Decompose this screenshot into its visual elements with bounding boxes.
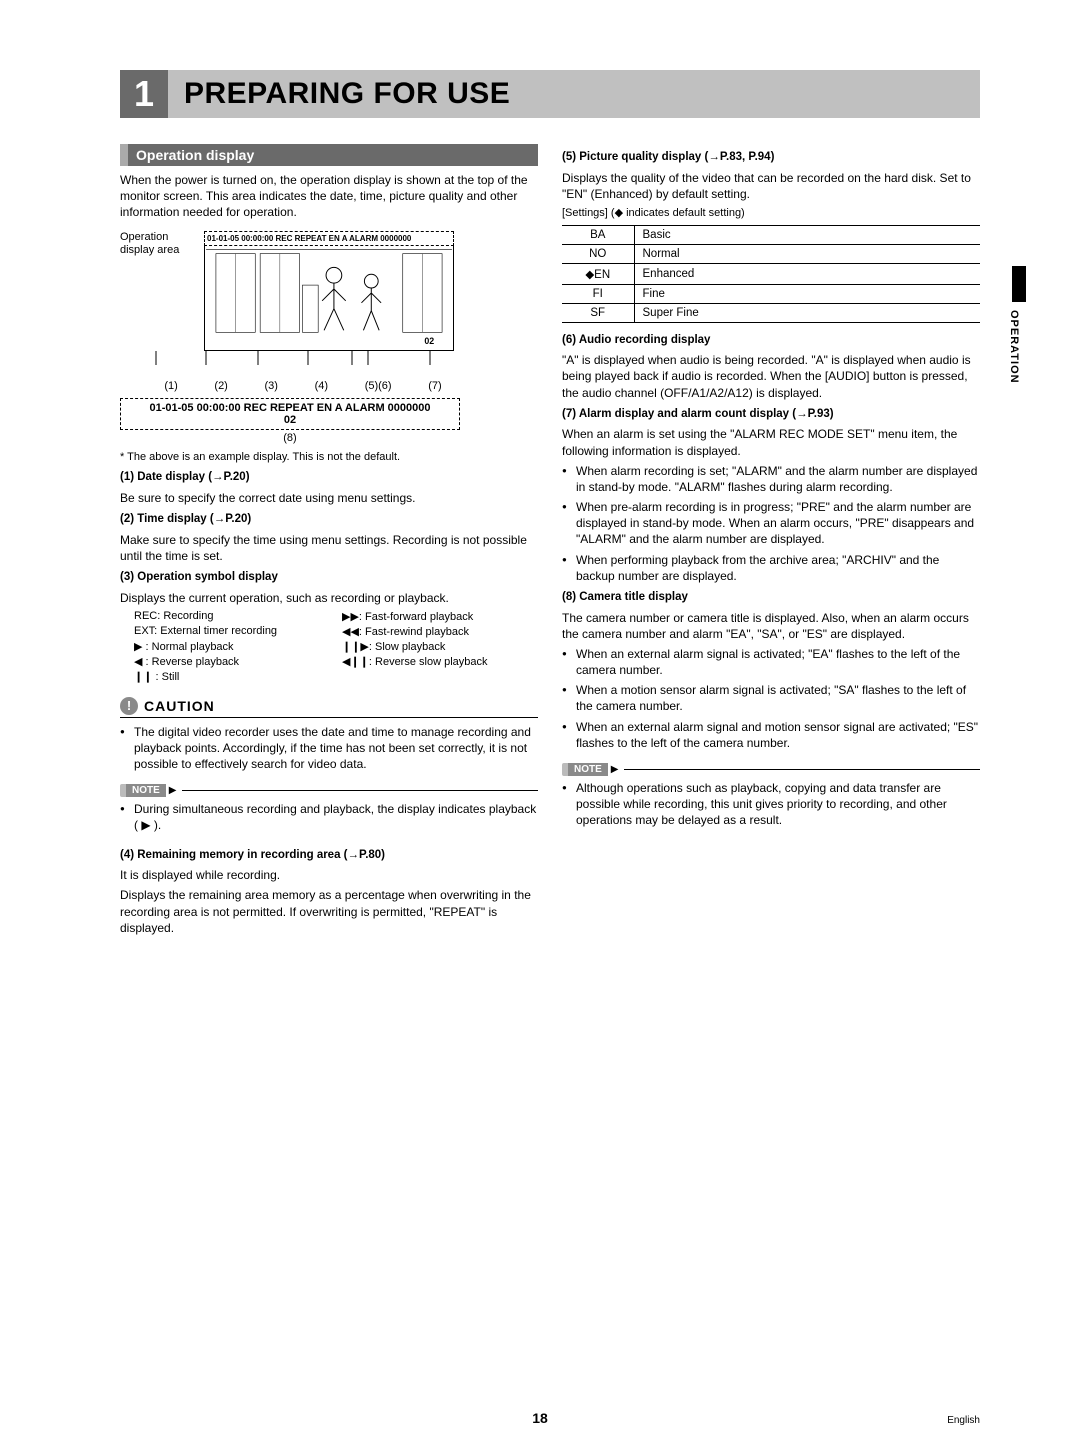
sym-a3: ▶ : Normal playback (134, 640, 330, 653)
item8-b3: When an external alarm signal and motion… (576, 719, 980, 751)
note-badge: NOTE (120, 784, 166, 797)
note-rule (182, 790, 538, 791)
index-row: (1) (2) (3) (4) (5)(6) (7) (120, 380, 460, 392)
note-header-right: NOTE ▶ (562, 763, 980, 776)
table-row: ◆ENEnhanced (562, 263, 980, 284)
note-item-right: Although operations such as playback, co… (576, 780, 980, 829)
cell-desc: Fine (634, 284, 980, 303)
note-arrow-icon: ▶ (611, 764, 619, 775)
cell-desc: Normal (634, 244, 980, 263)
page-header: 1 PREPARING FOR USE (120, 70, 980, 118)
note-rule (624, 769, 980, 770)
item2-text: Make sure to specify the time using menu… (120, 532, 538, 564)
svg-text:02: 02 (424, 336, 434, 346)
item4-head: (4) Remaining memory in recording area (… (120, 848, 538, 864)
content-columns: Operation display When the power is turn… (120, 144, 980, 940)
page-language: English (947, 1415, 980, 1426)
idx-7: (7) (428, 380, 441, 392)
cell-desc: Super Fine (634, 303, 980, 322)
item4-text2: Displays the remaining area memory as a … (120, 887, 538, 936)
note-badge: NOTE (562, 763, 608, 776)
note-arrow-icon: ▶ (169, 785, 177, 796)
cell-code: BA (562, 225, 634, 244)
note-list-right: Although operations such as playback, co… (562, 780, 980, 829)
item1-text: Be sure to specify the correct date usin… (120, 490, 538, 506)
cell-code: SF (562, 303, 634, 322)
table-row: FIFine (562, 284, 980, 303)
idx-8: (8) (120, 432, 460, 444)
chapter-number: 1 (120, 70, 168, 118)
cell-code: NO (562, 244, 634, 263)
sym-a1: REC: Recording (134, 610, 330, 623)
item5-text: Displays the quality of the video that c… (562, 170, 980, 202)
overlay-text: 01-01-05 00:00:00 REC REPEAT EN A ALARM … (204, 231, 454, 246)
sym-b2: ◀◀: Fast-rewind playback (342, 625, 538, 638)
display-sample: 01-01-05 00:00:00 REC REPEAT EN A ALARM … (120, 398, 460, 430)
settings-label: [Settings] (◆ indicates default setting) (562, 206, 980, 221)
item2-head: (2) Time display (→P.20) (120, 512, 538, 528)
idx-2: (2) (214, 380, 227, 392)
note-header-left: NOTE ▶ (120, 784, 538, 797)
right-column: (5) Picture quality display (→P.83, P.94… (562, 144, 980, 940)
chapter-title: PREPARING FOR USE (168, 70, 980, 118)
item7-text: When an alarm is set using the "ALARM RE… (562, 426, 980, 458)
scene-illustration: 02 (204, 231, 454, 351)
caution-list: The digital video recorder uses the date… (120, 724, 538, 773)
intro-text: When the power is turned on, the operati… (120, 172, 538, 221)
caution-header: ! CAUTION (120, 697, 538, 718)
sym-a2: EXT: External timer recording (134, 625, 330, 638)
item7-b1: When alarm recording is set; "ALARM" and… (576, 463, 980, 495)
item6-head: (6) Audio recording display (562, 333, 980, 349)
item4-text1: It is displayed while recording. (120, 867, 538, 883)
left-column: Operation display When the power is turn… (120, 144, 538, 940)
caution-title: CAUTION (144, 698, 215, 714)
callout-lines (150, 351, 470, 373)
sym-b3: ❙❙▶: Slow playback (342, 640, 538, 653)
caution-item: The digital video recorder uses the date… (134, 724, 538, 773)
item7-head: (7) Alarm display and alarm count displa… (562, 407, 980, 423)
table-row: BABasic (562, 225, 980, 244)
note-list-left: During simultaneous recording and playba… (120, 801, 538, 833)
item8-head: (8) Camera title display (562, 590, 980, 606)
item8-list: When an external alarm signal is activat… (562, 646, 980, 751)
diagram: Operation display area 01-01-05 00:00:00… (120, 231, 538, 444)
item5-head: (5) Picture quality display (→P.83, P.94… (562, 150, 980, 166)
item8-b1: When an external alarm signal is activat… (576, 646, 980, 678)
sym-b4: ◀❙❙: Reverse slow playback (342, 655, 538, 668)
symbol-grid: REC: Recording ▶▶: Fast-forward playback… (134, 610, 538, 683)
display-line1: 01-01-05 00:00:00 REC REPEAT EN A ALARM … (125, 402, 455, 414)
cell-code: ◆EN (562, 263, 634, 284)
caution-icon: ! (120, 697, 138, 715)
idx-56: (5)(6) (365, 380, 392, 392)
side-tab-marker (1012, 266, 1026, 302)
item8-b2: When a motion sensor alarm signal is act… (576, 682, 980, 714)
item7-b2: When pre-alarm recording is in progress;… (576, 499, 980, 548)
idx-4: (4) (315, 380, 328, 392)
sym-a4: ◀ : Reverse playback (134, 655, 330, 668)
item6-text: "A" is displayed when audio is being rec… (562, 352, 980, 401)
cell-desc: Basic (634, 225, 980, 244)
cell-code: FI (562, 284, 634, 303)
item7-list: When alarm recording is set; "ALARM" and… (562, 463, 980, 584)
table-row: NONormal (562, 244, 980, 263)
sym-a5: ❙❙ : Still (134, 670, 330, 683)
page-number: 18 (0, 1410, 1080, 1426)
display-line2: 02 (125, 414, 455, 426)
item7-b3: When performing playback from the archiv… (576, 552, 980, 584)
item8-text: The camera number or camera title is dis… (562, 610, 980, 642)
table-row: SFSuper Fine (562, 303, 980, 322)
item1-head: (1) Date display (→P.20) (120, 470, 538, 486)
item3-head: (3) Operation symbol display (120, 570, 538, 586)
note-item-left: During simultaneous recording and playba… (134, 801, 538, 833)
idx-1: (1) (164, 380, 177, 392)
sym-b1: ▶▶: Fast-forward playback (342, 610, 538, 623)
idx-3: (3) (265, 380, 278, 392)
item3-text: Displays the current operation, such as … (120, 590, 538, 606)
cell-desc: Enhanced (634, 263, 980, 284)
side-tab-label: OPERATION (1008, 310, 1020, 384)
settings-table: BABasic NONormal ◆ENEnhanced FIFine SFSu… (562, 225, 980, 323)
op-area-label: Operation display area (120, 231, 198, 257)
section-heading: Operation display (120, 144, 538, 166)
example-note: * The above is an example display. This … (120, 450, 538, 465)
